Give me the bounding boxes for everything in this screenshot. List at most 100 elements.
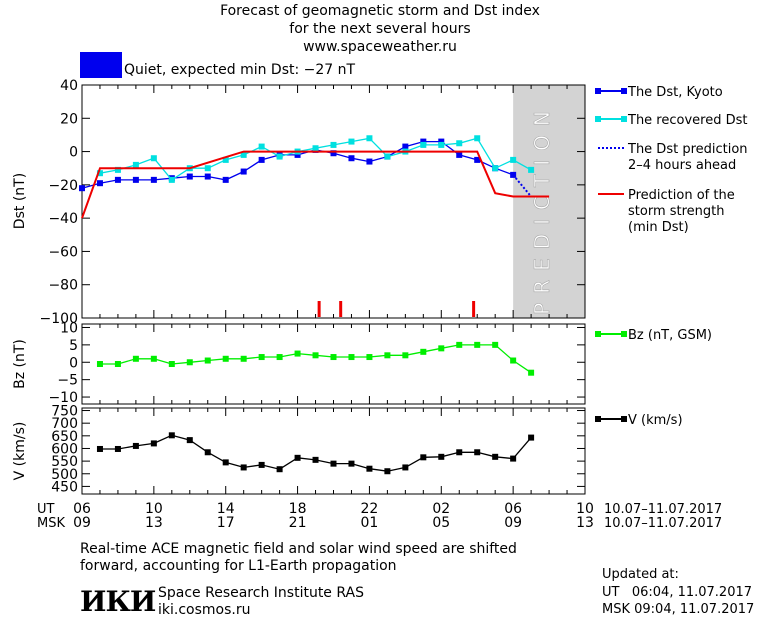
bz-series-0-point <box>150 355 157 362</box>
dst-series-1-point <box>312 145 319 152</box>
dst-series-1-point <box>276 153 283 160</box>
bz-series-0-point <box>438 345 445 352</box>
v-series-0-point <box>474 449 481 456</box>
dst-series-0-point <box>474 156 481 163</box>
v-ylabel: V (km/s) <box>12 422 28 481</box>
v-ytick-label: 550 <box>51 454 78 470</box>
dst-series-0-point <box>258 156 265 163</box>
bz-series-0-point <box>474 341 481 348</box>
bz-series-0-point <box>420 348 427 355</box>
v-series-0-point <box>168 432 175 439</box>
bz-series-0-point <box>258 354 265 361</box>
bz-series-0-point <box>114 361 121 367</box>
dst-series-1-point <box>492 165 499 172</box>
x-tick-ut: 06 <box>504 501 522 517</box>
iki-logo: ИКИ <box>80 585 156 618</box>
bz-series-0-point <box>366 354 373 361</box>
dst-series-1-point <box>114 166 121 173</box>
x-range-ut: 10.07–11.07.2017 <box>604 502 722 517</box>
x-tick-msk: 13 <box>145 515 163 531</box>
dst-series-1-point <box>384 153 391 160</box>
legend-label: storm strength <box>628 204 725 219</box>
v-series-0-point <box>222 459 229 466</box>
v-ytick-label: 650 <box>51 429 78 445</box>
dst-ytick-label: −20 <box>48 178 78 194</box>
prediction-zone <box>513 85 585 318</box>
bz-ytick-label: 0 <box>69 355 78 371</box>
dst-series-0-point <box>204 173 211 180</box>
legend-marker <box>595 331 601 337</box>
updated-ut: UT 06:04, 11.07.2017 <box>602 585 753 600</box>
x-tick-msk: 13 <box>576 515 594 531</box>
v-series-0-point <box>276 466 283 473</box>
dst-series-0-point <box>402 143 409 150</box>
updated-msk: MSK 09:04, 11.07.2017 <box>602 602 755 617</box>
dst-ylabel: Dst (nT) <box>12 173 28 229</box>
legend-marker <box>621 416 627 422</box>
v-series-0-point <box>438 453 445 460</box>
v-series-0-point <box>456 449 463 456</box>
dst-series-0-point <box>96 180 103 187</box>
v-series-0-point <box>384 468 391 475</box>
dst-series-0-point <box>420 138 427 145</box>
x-tick-ut: 22 <box>361 501 379 517</box>
v-series-0-point <box>528 434 535 441</box>
x-tick-msk: 01 <box>361 515 379 531</box>
bz-series-0-point <box>528 369 535 376</box>
bz-ytick-label: 5 <box>69 338 78 354</box>
v-series-0-point <box>294 454 301 461</box>
dst-series-1-point <box>330 141 337 148</box>
dst-series-1-point <box>438 141 445 148</box>
v-series-0-point <box>150 440 157 447</box>
bz-ytick-label: −10 <box>48 390 78 406</box>
bz-series-0-point <box>330 354 337 361</box>
x-tick-msk: 09 <box>73 515 91 531</box>
bz-series-0-point <box>240 355 247 362</box>
dst-ytick-label: −80 <box>48 278 78 294</box>
dst-ytick-label: −40 <box>48 211 78 227</box>
dst-series-0-point <box>330 150 337 157</box>
bz-series-0-line <box>100 344 532 374</box>
bz-series-0-point <box>276 354 283 361</box>
x-range-msk: 10.07–11.07.2017 <box>604 516 722 531</box>
dst-series-0-point <box>186 173 193 180</box>
v-ytick-label: 450 <box>51 479 78 495</box>
prediction-label: PREDICTION <box>530 102 554 315</box>
title-line-1: Forecast of geomagnetic storm and Dst in… <box>220 3 540 19</box>
bz-ytick-label: 10 <box>60 320 78 336</box>
legend-marker <box>621 88 627 94</box>
x-tick-msk: 17 <box>217 515 235 531</box>
dst-series-1-point <box>96 170 103 177</box>
x-axis-ut-label: UT <box>37 502 55 517</box>
v-series-0-point <box>96 445 103 452</box>
legend-label: Bz (nT, GSM) <box>628 328 712 343</box>
dst-series-0-point <box>456 151 463 158</box>
v-series-0-point <box>240 464 247 471</box>
dst-series-1-point <box>222 156 229 163</box>
dst-ytick-label: 0 <box>69 145 78 161</box>
institute-website[interactable]: iki.cosmos.ru <box>158 602 251 618</box>
v-series-0-point <box>186 437 193 444</box>
bz-series-0-point <box>168 361 175 367</box>
dst-series-1-line <box>99 137 532 181</box>
legend-label: (min Dst) <box>628 220 689 235</box>
bz-frame <box>81 323 586 405</box>
v-series-0-point <box>492 453 499 460</box>
bz-series-0-point <box>402 352 409 359</box>
dst-series-0-point <box>438 138 445 145</box>
v-series-0-point <box>132 442 139 449</box>
institute-name: Space Research Institute RAS <box>158 585 364 601</box>
x-tick-ut: 10 <box>576 501 594 517</box>
bz-series-0-point <box>132 355 139 362</box>
legend-marker <box>595 116 601 122</box>
v-series-0-point <box>420 454 427 461</box>
v-series-0-point <box>258 461 265 468</box>
bz-series-0-point <box>312 352 319 359</box>
bz-series-0-point <box>348 354 355 361</box>
v-ytick-label: 500 <box>51 467 78 483</box>
v-series-0-point <box>366 465 373 472</box>
dst-series-1-point <box>366 135 373 142</box>
x-tick-ut: 02 <box>432 501 450 517</box>
title-line-3: www.spaceweather.ru <box>303 39 457 55</box>
